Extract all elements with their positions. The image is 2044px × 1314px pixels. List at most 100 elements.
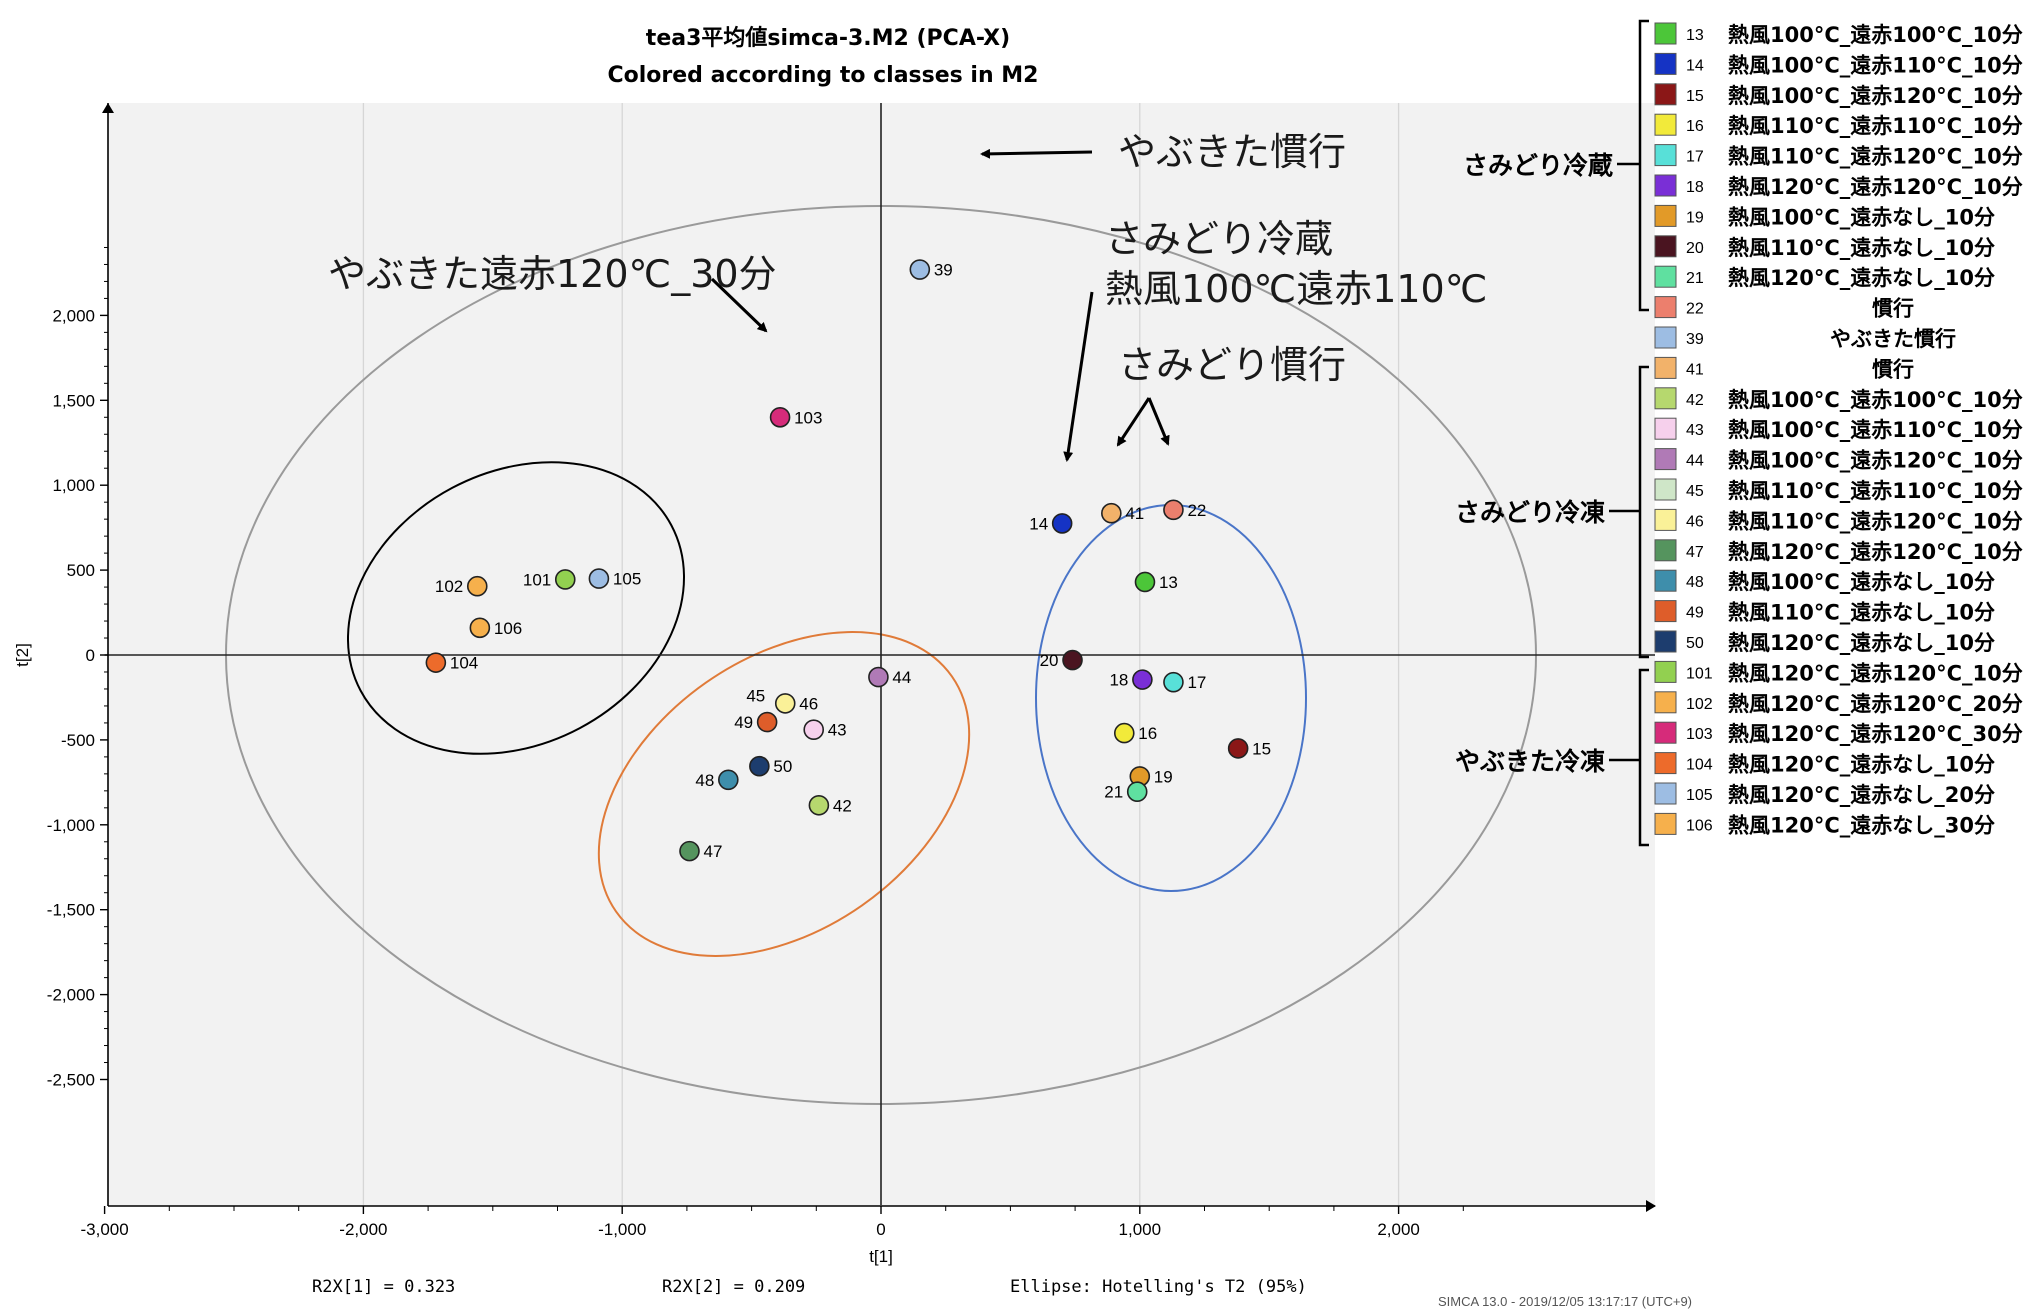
legend-swatch-45 — [1654, 478, 1677, 501]
annotation-yabukita-120: やぶきた遠赤120℃_30分 — [328, 252, 777, 296]
point-47 — [679, 840, 700, 862]
y-tick-label: 0 — [86, 646, 95, 665]
legend-swatch-22 — [1654, 296, 1677, 319]
legend-id-48: 48 — [1686, 574, 1704, 591]
annotation-yabukita-kanko: やぶきた慣行 — [1118, 130, 1346, 174]
legend-id-49: 49 — [1686, 605, 1704, 622]
legend-swatch-47 — [1654, 539, 1677, 562]
legend-swatch-21 — [1654, 265, 1677, 288]
point-105 — [588, 568, 610, 589]
legend-swatch-16 — [1654, 113, 1677, 136]
legend-swatch-43 — [1654, 417, 1677, 440]
point-14 — [1051, 513, 1073, 534]
legend-id-17: 17 — [1686, 149, 1704, 166]
legend-label-41: 慣行 — [1871, 357, 1914, 381]
legend-id-41: 41 — [1686, 361, 1704, 378]
legend-label-106: 熱風120°C_遠赤なし_30分 — [1728, 813, 1995, 837]
legend-label-48: 熱風100°C_遠赤なし_10分 — [1728, 570, 1995, 594]
legend-label-101: 熱風120°C_遠赤120°C_10分 — [1728, 661, 2023, 685]
legend-id-101: 101 — [1686, 665, 1713, 682]
legend-id-22: 22 — [1686, 301, 1704, 318]
legend-id-21: 21 — [1686, 270, 1704, 287]
x-axis-arrow — [1646, 1200, 1656, 1212]
legend-group-brackets — [1609, 19, 1649, 847]
legend-id-102: 102 — [1686, 696, 1713, 713]
x-tick-label: -2,000 — [339, 1220, 387, 1239]
point-label-20: 20 — [1040, 651, 1059, 670]
arrow-to-22 — [1147, 397, 1170, 446]
footer-r2x2: R2X[2] = 0.209 — [662, 1277, 805, 1297]
point-label-13: 13 — [1159, 573, 1178, 592]
legend-label-49: 熱風110°C_遠赤なし_10分 — [1728, 601, 1995, 625]
point-label-39: 39 — [934, 261, 953, 280]
point-label-14: 14 — [1029, 514, 1048, 533]
x-axis-label: t[1] — [869, 1247, 893, 1266]
point-15 — [1227, 738, 1249, 759]
point-46 — [774, 693, 796, 714]
x-tick-label: -1,000 — [598, 1220, 646, 1239]
legend-id-103: 103 — [1686, 726, 1713, 743]
legend-id-47: 47 — [1686, 544, 1704, 561]
legend-group-samidori-reizo: さみどり冷蔵 — [1463, 151, 1613, 180]
chart-title: tea3平均値simca-3.M2 (PCA-X) — [646, 25, 1010, 51]
annotation-samidori-reizo-condition: 熱風100℃遠赤110℃ — [1105, 267, 1487, 311]
legend-label-43: 熱風100°C_遠赤110°C_10分 — [1728, 418, 2023, 442]
point-label-46: 46 — [799, 694, 818, 713]
legend-label-22: 慣行 — [1871, 297, 1914, 321]
x-tick-label: 1,000 — [1119, 1220, 1162, 1239]
group-ellipse-black — [346, 461, 686, 755]
legend-id-43: 43 — [1686, 422, 1704, 439]
bracket-yabukita-reito — [1638, 668, 1649, 847]
point-21 — [1126, 781, 1148, 802]
point-44 — [868, 666, 889, 688]
point-label-105: 105 — [613, 570, 641, 589]
y-tick-label: 1,000 — [52, 476, 95, 495]
legend-swatch-104 — [1654, 752, 1677, 775]
legend-swatch-19 — [1654, 204, 1677, 227]
x-tick-label: -3,000 — [80, 1220, 128, 1239]
point-104 — [425, 652, 447, 673]
legend-id-44: 44 — [1686, 453, 1704, 470]
point-label-43: 43 — [828, 721, 847, 740]
legend-swatch-101 — [1654, 660, 1677, 683]
y-tick-label: 500 — [67, 561, 95, 580]
point-label-21: 21 — [1104, 783, 1123, 802]
legend-swatch-13 — [1654, 22, 1677, 45]
point-102 — [466, 575, 488, 597]
point-17 — [1163, 671, 1184, 693]
point-13 — [1134, 571, 1156, 593]
point-label-103: 103 — [794, 408, 822, 427]
point-label-50: 50 — [773, 757, 792, 776]
legend-swatch-20 — [1654, 235, 1677, 258]
legend-id-13: 13 — [1686, 27, 1704, 44]
software-stamp: SIMCA 13.0 - 2019/12/05 13:17:17 (UTC+9) — [1438, 1294, 1692, 1309]
legend-swatch-15 — [1654, 83, 1677, 106]
legend-id-15: 15 — [1686, 88, 1704, 105]
legend-label-14: 熱風100°C_遠赤110°C_10分 — [1728, 53, 2023, 77]
legend-label-13: 熱風100°C_遠赤100°C_10分 — [1728, 23, 2023, 47]
point-106 — [469, 617, 491, 639]
legend-swatch-48 — [1654, 569, 1677, 592]
point-label-49: 49 — [734, 713, 753, 732]
annotation-samidori-reizo: さみどり冷蔵 — [1105, 217, 1333, 261]
point-label-17: 17 — [1187, 673, 1206, 692]
legend-swatch-39 — [1654, 326, 1677, 349]
point-label-19: 19 — [1154, 767, 1173, 786]
legend-id-14: 14 — [1686, 57, 1704, 74]
point-label-104: 104 — [450, 654, 478, 673]
point-label-45: 45 — [746, 686, 765, 705]
point-label-47: 47 — [703, 842, 722, 861]
arrow-to-14 — [1063, 291, 1094, 462]
legend-label-16: 熱風110°C_遠赤110°C_10分 — [1728, 114, 2023, 138]
point-label-48: 48 — [695, 771, 714, 790]
legend-id-104: 104 — [1686, 757, 1713, 774]
point-49 — [756, 711, 778, 733]
legend-id-18: 18 — [1686, 179, 1704, 196]
legend-swatch-105 — [1654, 782, 1677, 805]
legend-swatch-49 — [1654, 600, 1677, 623]
legend-label-15: 熱風100°C_遠赤120°C_10分 — [1728, 84, 2023, 108]
point-48 — [718, 769, 739, 791]
legend-label-21: 熱風120°C_遠赤なし_10分 — [1728, 266, 1995, 290]
legend-swatch-106 — [1654, 812, 1677, 835]
point-101 — [554, 569, 576, 590]
